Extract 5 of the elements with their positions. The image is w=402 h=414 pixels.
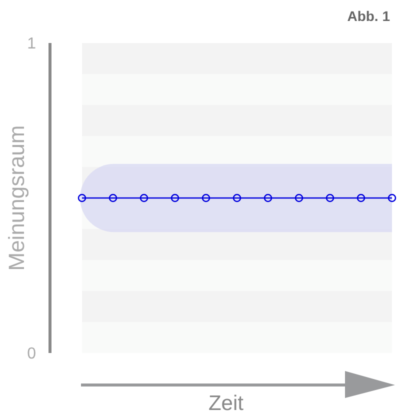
x-axis-title: Zeit [208, 392, 244, 414]
chart-title: Abb. 1 [347, 8, 390, 24]
y-tick-label: 1 [27, 36, 36, 53]
y-axis-title: Meinungsraum [4, 125, 29, 271]
y-tick-label: 0 [27, 346, 36, 363]
